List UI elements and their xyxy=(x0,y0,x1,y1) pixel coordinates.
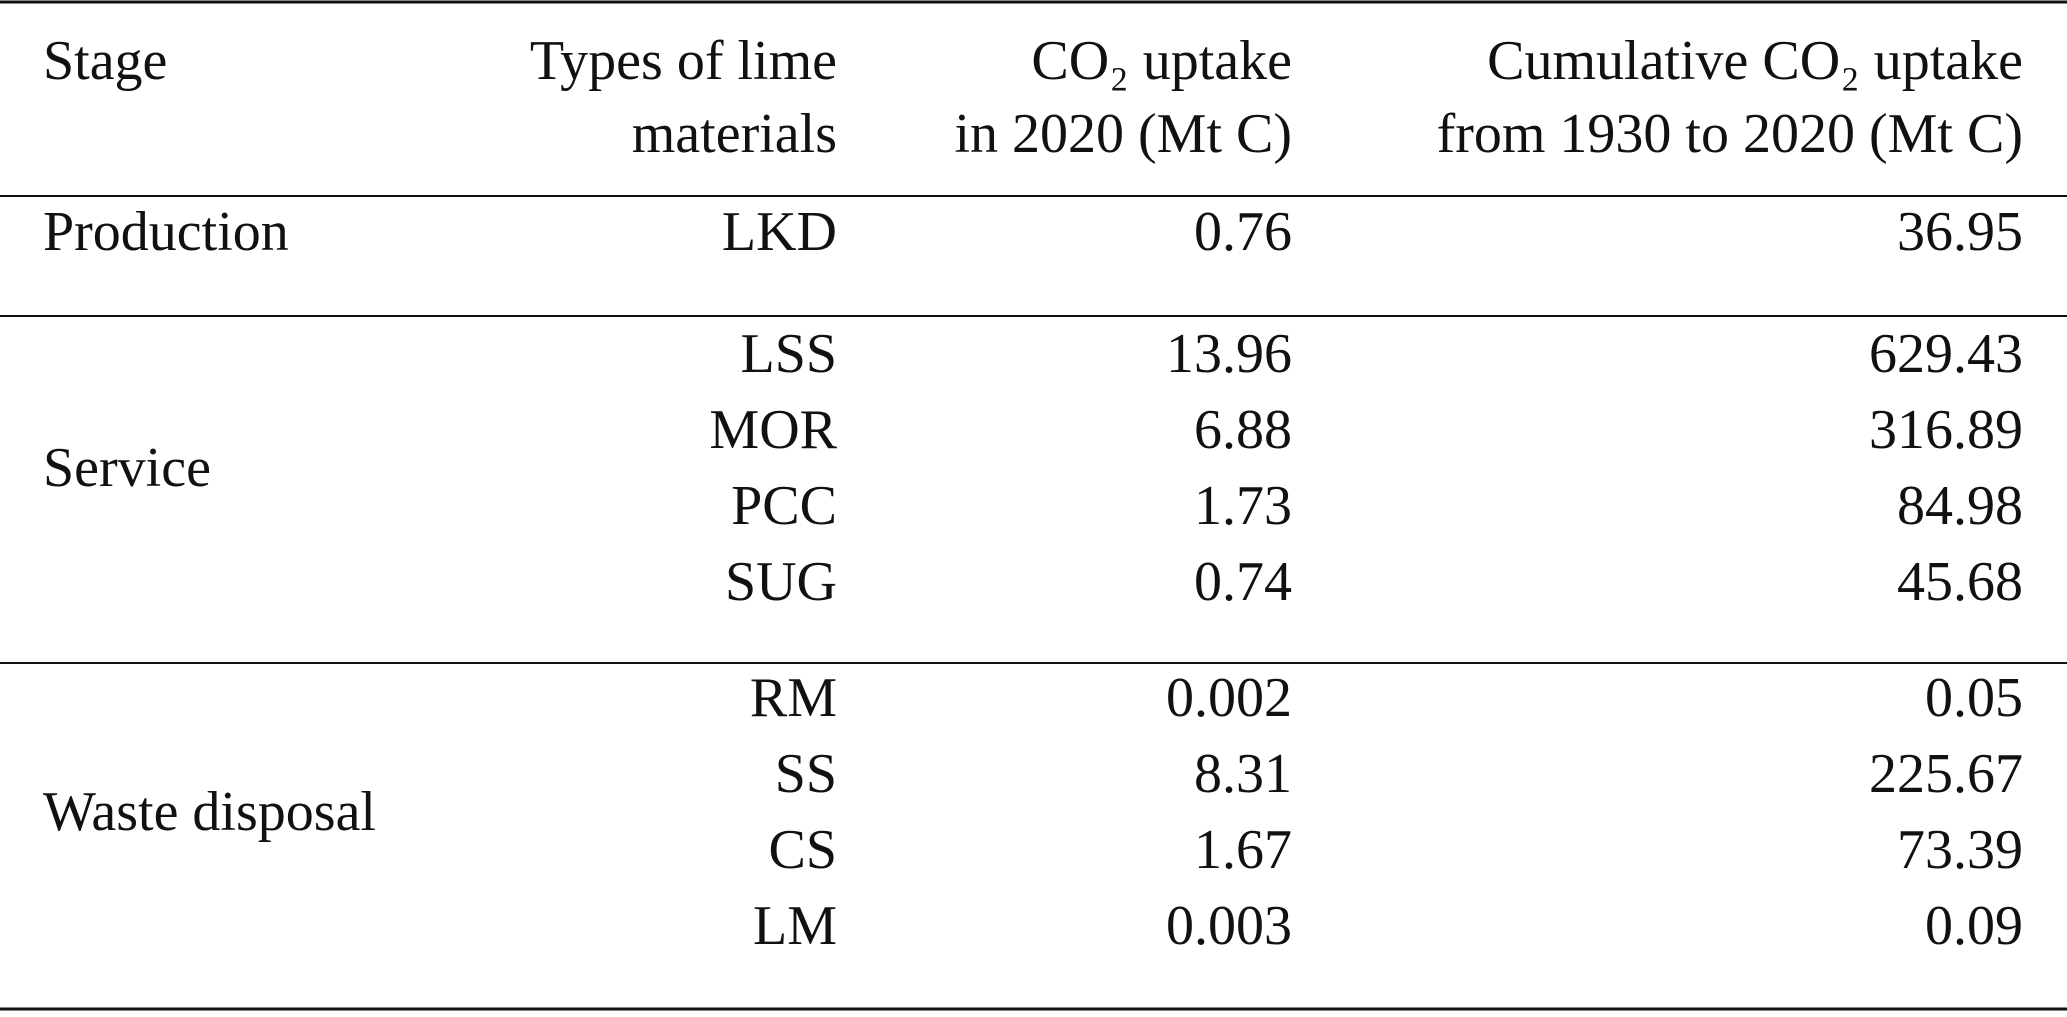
cell-value: 0.003 xyxy=(1166,895,1292,957)
column-header: Cumulative CO₂ uptake xyxy=(1487,30,2023,92)
cell-value: 1.73 xyxy=(1194,475,1292,537)
cell-value: 0.05 xyxy=(1925,667,2023,729)
cell-value: 629.43 xyxy=(1869,323,2023,385)
material-type: MOR xyxy=(709,399,837,461)
material-type: SUG xyxy=(725,551,837,613)
cell-value: 0.76 xyxy=(1194,201,1292,263)
material-type: PCC xyxy=(731,475,837,537)
cell-value: 13.96 xyxy=(1166,323,1292,385)
cell-value: 0.74 xyxy=(1194,551,1292,613)
material-type: SS xyxy=(775,743,837,805)
cell-value: 36.95 xyxy=(1897,201,2023,263)
cell-value: 84.98 xyxy=(1897,475,2023,537)
column-header: Types of lime xyxy=(530,30,837,92)
column-header: materials xyxy=(632,103,837,165)
material-type: LSS xyxy=(741,323,838,385)
column-header: from 1930 to 2020 (Mt C) xyxy=(1437,103,2023,165)
material-type: LKD xyxy=(722,201,837,263)
cell-value: 1.67 xyxy=(1194,819,1292,881)
cell-value: 225.67 xyxy=(1869,743,2023,805)
material-type: CS xyxy=(769,819,838,881)
column-header: Stage xyxy=(43,30,167,92)
cell-value: 0.09 xyxy=(1925,895,2023,957)
stage-label: Waste disposal xyxy=(43,781,376,843)
cell-value: 45.68 xyxy=(1897,551,2023,613)
column-header: CO₂ uptake xyxy=(1031,30,1292,92)
cell-value: 6.88 xyxy=(1194,399,1292,461)
column-header: in 2020 (Mt C) xyxy=(954,103,1292,165)
stage-label: Production xyxy=(43,201,289,263)
cell-value: 8.31 xyxy=(1194,743,1292,805)
stage-label: Service xyxy=(43,437,211,499)
cell-value: 0.002 xyxy=(1166,667,1292,729)
material-type: RM xyxy=(750,667,837,729)
cell-value: 73.39 xyxy=(1897,819,2023,881)
cell-value: 316.89 xyxy=(1869,399,2023,461)
material-type: LM xyxy=(753,895,837,957)
